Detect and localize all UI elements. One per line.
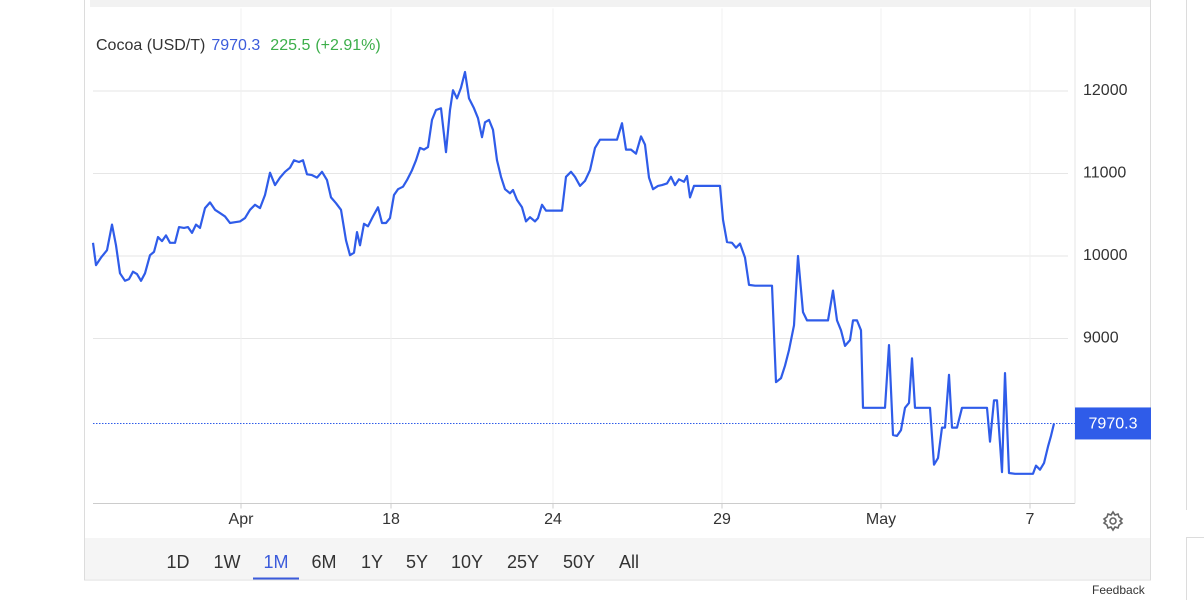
- price-tag-label: 7970.3: [1089, 416, 1138, 433]
- y-tick-label: 9000: [1083, 330, 1119, 347]
- range-button[interactable]: 1W: [214, 552, 241, 572]
- x-tick-label: 18: [382, 511, 400, 528]
- x-tick-label: May: [866, 511, 896, 528]
- change: 225.5: [270, 37, 310, 54]
- range-button[interactable]: 25Y: [507, 552, 539, 572]
- y-tick-label: 12000: [1083, 82, 1128, 99]
- range-button[interactable]: 50Y: [563, 552, 595, 572]
- chart-title: Cocoa (USD/T): [96, 37, 205, 54]
- range-button[interactable]: 5Y: [406, 552, 428, 572]
- range-button[interactable]: 1D: [166, 552, 189, 572]
- change-percent: (+2.91%): [315, 37, 380, 54]
- top-strip: [90, 0, 1150, 7]
- feedback-link[interactable]: Feedback: [1092, 583, 1146, 597]
- settings-icon[interactable]: [1102, 510, 1124, 532]
- side-box: [1186, 537, 1204, 600]
- panel: [84, 0, 1151, 581]
- price: 7970.3: [211, 37, 260, 54]
- price-tag: [1075, 407, 1151, 440]
- x-tick-label: 29: [713, 511, 731, 528]
- range-button[interactable]: 1Y: [361, 552, 383, 572]
- y-tick-label: 10000: [1083, 247, 1128, 264]
- x-tick-label: 24: [544, 511, 562, 528]
- range-button[interactable]: 1M: [263, 552, 288, 572]
- y-tick-label: 11000: [1083, 165, 1126, 182]
- range-button[interactable]: All: [619, 552, 639, 572]
- range-button[interactable]: 10Y: [451, 552, 483, 572]
- price-line: [91, 70, 1056, 475]
- plot: 9000 10000 11000 12000 Apr 18 24 29 May 7 7970.3: [91, 8, 1151, 528]
- range-button[interactable]: 6M: [311, 552, 336, 572]
- range-bar: [85, 538, 1150, 579]
- x-tick-label: Apr: [229, 511, 255, 528]
- x-tick-label: 7: [1026, 511, 1035, 528]
